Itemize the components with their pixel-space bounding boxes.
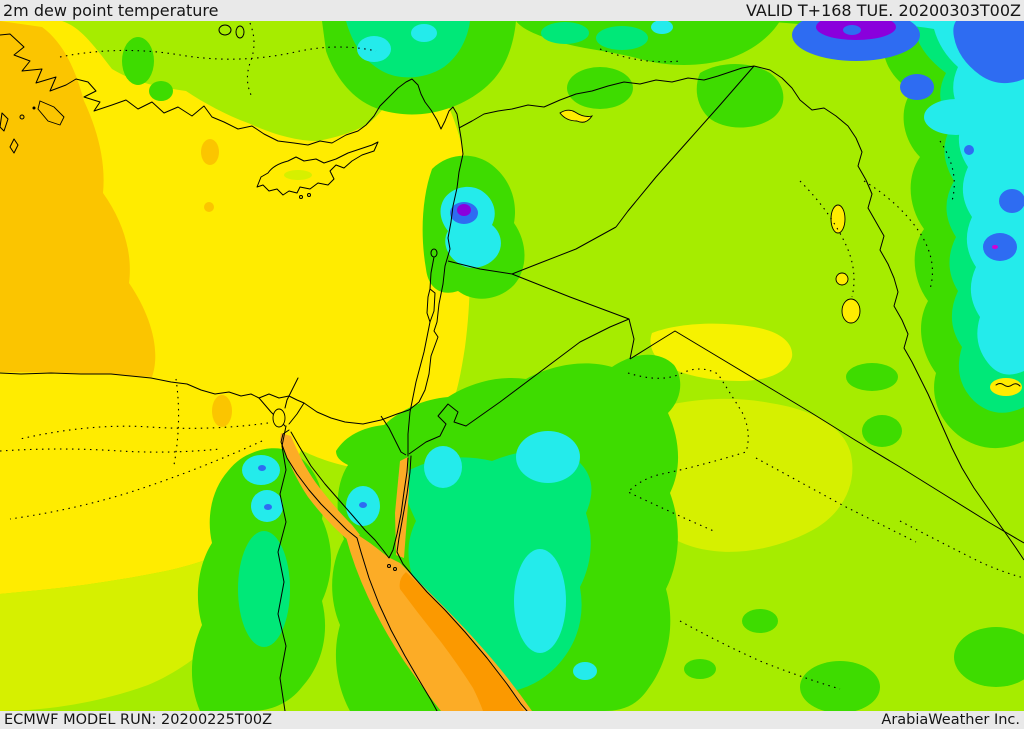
cyprus-inner-contour	[284, 170, 312, 180]
map-title: 2m dew point temperature	[3, 1, 219, 20]
egypt-eastern-desert-green	[191, 448, 331, 711]
aegean-islands	[0, 100, 311, 199]
brand-label: ArabiaWeather Inc.	[881, 712, 1020, 728]
inland-lakes	[218, 24, 861, 324]
map-canvas	[0, 21, 1024, 711]
dewpoint-contour-map	[0, 21, 1024, 711]
cyprus-outline	[256, 141, 379, 196]
footer-bar: ECMWF MODEL RUN: 20200225T00Z ArabiaWeat…	[0, 711, 1024, 729]
model-run-label: ECMWF MODEL RUN: 20200225T00Z	[4, 712, 273, 728]
rift-valley-lakes	[407, 248, 438, 457]
mediterranean-coastline	[0, 33, 464, 425]
admin-dotted-boundaries	[0, 22, 1024, 690]
header-bar: 2m dew point temperature VALID T+168 TUE…	[0, 0, 1024, 21]
amber-sea-spots	[201, 139, 232, 427]
valid-time-label: VALID T+168 TUE. 20200303T00Z	[745, 1, 1021, 20]
country-borders	[380, 65, 1024, 561]
nile-delta-and-river	[258, 377, 305, 711]
lebanon-mountain-bullseye	[422, 155, 525, 299]
zagros-cold-complex	[760, 21, 1024, 449]
arabia-green-patches	[684, 609, 1024, 711]
nafud-pale-fill	[635, 398, 853, 552]
anatolia-green-patches	[122, 21, 784, 128]
south-egypt-pale-fill	[0, 542, 249, 711]
sinai-red-sea-coastlines	[280, 429, 528, 711]
